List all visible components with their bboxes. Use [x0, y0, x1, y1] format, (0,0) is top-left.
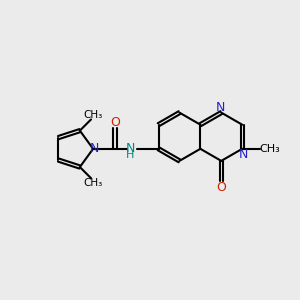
Text: CH₃: CH₃	[259, 144, 280, 154]
Text: H: H	[126, 150, 134, 160]
Text: O: O	[110, 116, 120, 129]
Text: N: N	[90, 142, 99, 155]
Text: N: N	[126, 142, 135, 155]
Text: N: N	[216, 101, 225, 114]
Text: N: N	[239, 148, 248, 160]
Text: O: O	[216, 181, 226, 194]
Text: CH₃: CH₃	[83, 110, 102, 120]
Text: CH₃: CH₃	[83, 178, 102, 188]
